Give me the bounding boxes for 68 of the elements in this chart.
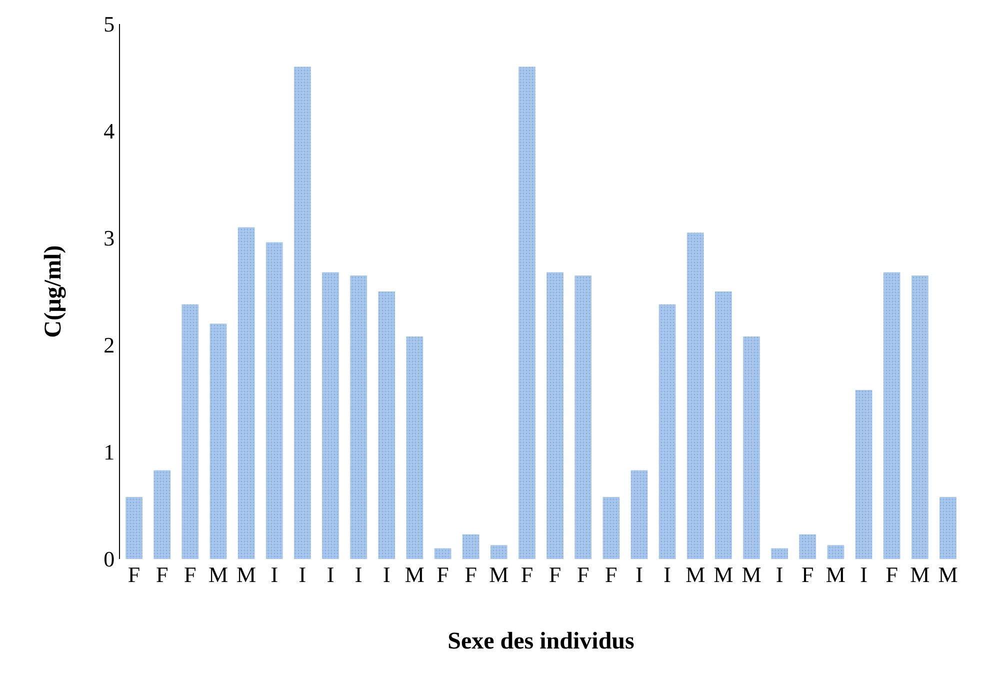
bar [238, 227, 255, 559]
bar [799, 534, 816, 559]
bar [154, 470, 171, 559]
x-tick-label: I [354, 562, 362, 587]
x-tick-label: M [714, 562, 734, 587]
bar [630, 470, 648, 559]
bar [126, 496, 142, 559]
x-tick-label: M [208, 562, 228, 587]
bar [490, 545, 508, 559]
bar [855, 390, 872, 559]
bar [350, 275, 367, 559]
x-tick-label: F [548, 562, 562, 587]
x-tick-label: M [742, 562, 762, 587]
y-tick-label: 3 [104, 226, 115, 251]
bar [546, 272, 564, 559]
bar [210, 324, 227, 559]
x-tick-label: I [776, 562, 784, 587]
bar [518, 66, 536, 559]
x-tick-label: M [938, 562, 958, 587]
bar [434, 548, 452, 559]
x-tick-label: F [156, 562, 168, 587]
bar [771, 548, 788, 559]
x-tick-label: I [860, 562, 868, 587]
bar [266, 242, 283, 559]
x-tick-label: F [464, 562, 477, 587]
x-tick-label: I [326, 562, 334, 587]
x-tick-label: M [910, 562, 930, 587]
y-axis-title: C(µg/ml) [40, 245, 67, 338]
x-tick-label: M [826, 562, 846, 587]
x-tick-label: F [436, 562, 449, 587]
bar [883, 272, 900, 559]
x-tick-label: I [298, 562, 306, 587]
y-tick-label: 1 [104, 440, 115, 465]
bar [602, 496, 620, 559]
x-tick-label: M [404, 562, 424, 587]
bar [462, 534, 480, 559]
x-tick-label: F [576, 562, 590, 587]
bar [743, 336, 760, 559]
x-tick-label: F [520, 562, 534, 587]
bar [406, 336, 424, 559]
y-tick-label: 4 [104, 118, 115, 144]
x-tick-label: F [184, 562, 196, 587]
bar [827, 545, 844, 559]
bar [658, 304, 676, 559]
x-axis-title: Sexe des individus [448, 628, 634, 654]
bar [940, 496, 956, 559]
bar [574, 275, 592, 559]
x-tick-label: F [605, 562, 618, 587]
y-tick-label: 2 [104, 332, 115, 358]
bar [182, 304, 199, 559]
x-tick-label: M [236, 562, 256, 587]
bar [294, 66, 311, 559]
x-tick-label: F [802, 562, 814, 587]
bar [686, 232, 704, 559]
x-tick-label: F [128, 562, 140, 587]
bar [378, 292, 396, 559]
bar [322, 272, 339, 559]
x-tick-label: M [489, 562, 509, 587]
x-tick-label: I [636, 562, 643, 587]
x-tick-label: I [664, 562, 671, 587]
x-tick-label: M [686, 562, 706, 587]
y-tick-label: 5 [104, 12, 115, 37]
y-tick-label: 0 [104, 546, 115, 572]
x-tick-label: F [886, 562, 898, 587]
x-tick-label: I [382, 562, 390, 587]
bar [911, 275, 928, 559]
bar [715, 292, 732, 559]
x-tick-label: I [270, 562, 278, 587]
